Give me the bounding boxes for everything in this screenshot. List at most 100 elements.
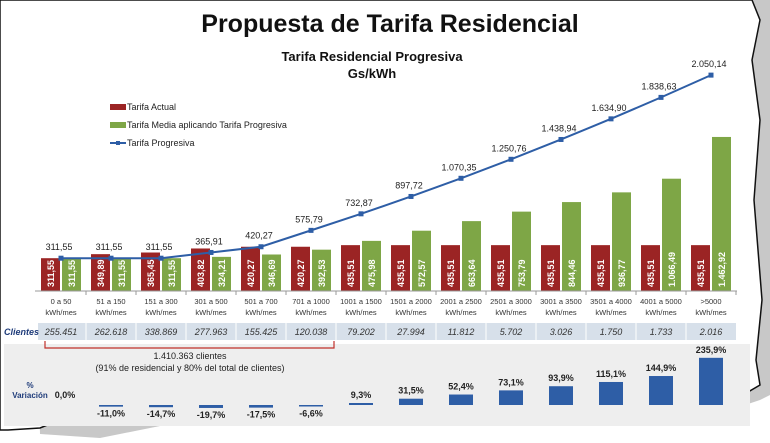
x-tick-label: 2001 a 2500 bbox=[440, 297, 482, 306]
clientes-row-bg bbox=[38, 323, 736, 340]
legend: Tarifa Actual Tarifa Media aplicando Tar… bbox=[110, 102, 287, 148]
bar-actual-label: 365,45 bbox=[146, 259, 156, 287]
line-marker bbox=[658, 94, 664, 100]
variacion-label: Variación bbox=[12, 391, 48, 400]
variacion-bars: 0,0% -11,0% -14,7% -19,7% -17,5% -6,6% 9,3% 31,… bbox=[55, 345, 727, 420]
legend-label-progresiva: Tarifa Progresiva bbox=[127, 138, 195, 148]
x-tick-label: >5000 bbox=[700, 297, 721, 306]
bar-media-label: 1.462,92 bbox=[717, 252, 727, 287]
x-tick-label-unit: kWh/mes bbox=[145, 308, 177, 317]
bar-media bbox=[662, 178, 681, 291]
bar-media-label: 936,77 bbox=[617, 259, 627, 287]
bar-actual bbox=[341, 245, 360, 291]
bar-media-label: 844,46 bbox=[567, 259, 577, 287]
bar-media-label: 663,64 bbox=[467, 259, 477, 287]
bar-media-label: 1.066,49 bbox=[667, 252, 677, 287]
x-tick-label: 501 a 700 bbox=[244, 297, 277, 306]
bar-media-label: 753,79 bbox=[517, 259, 527, 287]
line-marker bbox=[708, 72, 714, 78]
bar-actual bbox=[441, 245, 460, 291]
variacion-label: 115,1% bbox=[596, 369, 626, 379]
x-tick-label: 1501 a 2000 bbox=[390, 297, 432, 306]
variacion-bar bbox=[99, 405, 123, 407]
bars-layer: 311,55 311,55 349,89 311,55 365,45 311,55 403,… bbox=[41, 136, 731, 291]
bar-media-label: 475,98 bbox=[367, 259, 377, 287]
variacion-bar bbox=[299, 405, 323, 407]
x-tick-label-unit: kWh/mes bbox=[645, 308, 677, 317]
x-tick-label-unit: kWh/mes bbox=[545, 308, 577, 317]
bar-media bbox=[362, 240, 381, 291]
bar-media-label: 324,21 bbox=[217, 259, 227, 287]
x-tick-label-unit: kWh/mes bbox=[345, 308, 377, 317]
clientes-value: 11.812 bbox=[448, 327, 475, 337]
variacion-label: -17,5% bbox=[247, 410, 276, 420]
variacion-bar bbox=[249, 405, 273, 408]
bar-actual bbox=[141, 252, 160, 291]
bar-actual bbox=[641, 245, 660, 291]
x-tick-label: 3001 a 3500 bbox=[540, 297, 582, 306]
bar-actual bbox=[41, 258, 60, 291]
x-tick-label: 0 a 50 bbox=[51, 297, 72, 306]
bar-actual-label: 420,27 bbox=[296, 259, 306, 287]
clientes-value: 120.038 bbox=[295, 327, 328, 337]
variacion-label: -14,7% bbox=[147, 409, 176, 419]
bar-actual bbox=[491, 245, 510, 291]
bar-media bbox=[162, 258, 181, 291]
line-marker bbox=[108, 255, 114, 261]
bar-actual-label: 435,51 bbox=[596, 259, 606, 287]
line-label: 1.634,90 bbox=[591, 103, 626, 113]
legend-label-media: Tarifa Media aplicando Tarifa Progresiva bbox=[127, 120, 287, 130]
line-marker bbox=[358, 211, 364, 217]
clientes-value: 2.016 bbox=[699, 327, 723, 337]
x-tick-label: 301 a 500 bbox=[194, 297, 227, 306]
bar-actual-label: 403,82 bbox=[196, 259, 206, 287]
variacion-label: -6,6% bbox=[299, 409, 323, 419]
x-tick-label: 151 a 300 bbox=[144, 297, 177, 306]
x-tick-label-unit: kWh/mes bbox=[445, 308, 477, 317]
bar-media bbox=[512, 211, 531, 291]
line-marker bbox=[408, 193, 414, 199]
x-tick-label-unit: kWh/mes bbox=[195, 308, 227, 317]
bar-actual bbox=[241, 246, 260, 291]
x-tick-label-unit: kWh/mes bbox=[245, 308, 277, 317]
line-marker bbox=[508, 156, 514, 162]
variacion-label: -19,7% bbox=[197, 410, 226, 420]
bar-actual-label: 349,89 bbox=[96, 259, 106, 287]
clientes-value: 338.869 bbox=[145, 327, 178, 337]
x-tick-label: 4001 a 5000 bbox=[640, 297, 682, 306]
clientes-bracket bbox=[44, 341, 335, 349]
clientes-value: 262.618 bbox=[94, 327, 128, 337]
variacion-label: 52,4% bbox=[448, 382, 474, 392]
bar-media bbox=[112, 258, 131, 291]
variacion-bar bbox=[699, 357, 723, 405]
bar-actual-label: 435,51 bbox=[396, 259, 406, 287]
variacion-label: 0,0% bbox=[55, 390, 76, 400]
bar-media bbox=[612, 192, 631, 291]
bar-actual bbox=[691, 245, 710, 291]
legend-label-actual: Tarifa Actual bbox=[127, 102, 176, 112]
variacion-label: 93,9% bbox=[548, 373, 574, 383]
line-label: 2.050,14 bbox=[691, 59, 726, 69]
bar-actual bbox=[541, 245, 560, 291]
bar-actual-label: 435,51 bbox=[496, 259, 506, 287]
clientes-value: 155.425 bbox=[245, 327, 279, 337]
line-progresiva bbox=[61, 74, 712, 260]
line-label: 732,87 bbox=[345, 198, 373, 208]
line-label: 311,55 bbox=[46, 242, 73, 252]
x-tick-label-unit: kWh/mes bbox=[45, 308, 77, 317]
variacion-label: 31,5% bbox=[398, 386, 424, 396]
variacion-bar bbox=[599, 381, 623, 405]
bar-media-label: 392,53 bbox=[317, 259, 327, 287]
line-marker bbox=[458, 175, 464, 181]
bracket-total: 1.410.363 clientes bbox=[153, 351, 227, 361]
line-marker bbox=[608, 116, 614, 122]
bar-actual-label: 420,27 bbox=[246, 259, 256, 287]
legend-swatch-actual bbox=[110, 104, 126, 110]
line-marker bbox=[558, 136, 564, 142]
x-tick-label-unit: kWh/mes bbox=[495, 308, 527, 317]
x-tick-label-unit: kWh/mes bbox=[595, 308, 627, 317]
bar-actual bbox=[91, 254, 110, 291]
variacion-band bbox=[4, 344, 750, 426]
line-label: 420,27 bbox=[245, 231, 273, 241]
